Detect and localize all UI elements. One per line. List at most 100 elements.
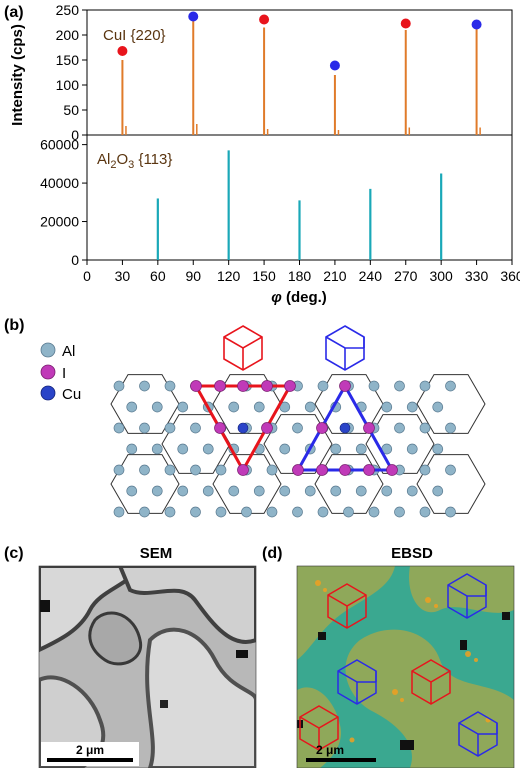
ebsd-cube-red-1 <box>327 583 367 629</box>
al-atom <box>317 380 329 392</box>
al-atom <box>330 485 342 497</box>
ebsd-scalebar <box>306 758 376 762</box>
x-tick-label: 240 <box>359 268 383 284</box>
al-atom <box>126 485 138 497</box>
iodine-atom <box>214 380 226 392</box>
al-atom <box>394 380 405 392</box>
x-tick-label: 90 <box>185 268 201 284</box>
y-tick-label: 50 <box>63 102 79 118</box>
atom-legend: Al I Cu <box>40 342 81 403</box>
top-y-ticks: 0 50 100 150 200 250 <box>56 2 87 143</box>
iodine-atom <box>261 422 273 434</box>
hex-cell <box>416 374 486 434</box>
x-tick-label: 60 <box>150 268 166 284</box>
al-atom <box>177 443 189 455</box>
al-atom <box>126 443 138 455</box>
al-atom <box>126 401 138 413</box>
y-tick-label: 250 <box>56 2 80 18</box>
al-atom <box>406 401 418 413</box>
ebsd-frame <box>296 565 515 768</box>
iodine-atom <box>363 422 375 434</box>
al-atom <box>202 485 214 497</box>
al-atom <box>215 464 227 476</box>
y-tick-label: 60000 <box>40 137 79 153</box>
al-atom <box>304 485 316 497</box>
al-atom <box>432 485 444 497</box>
al-atom <box>164 422 176 434</box>
hexagonal-grid <box>110 374 486 514</box>
al-atom <box>151 443 163 455</box>
x-tick-label: 180 <box>288 268 312 284</box>
y-axis-title: Intensity (cps) <box>9 24 26 126</box>
al-atom <box>228 485 240 497</box>
al-atom <box>432 401 444 413</box>
iodine-atoms <box>190 380 398 476</box>
al-atom <box>139 506 150 518</box>
al-atom <box>151 485 163 497</box>
sem-scalebar <box>47 758 133 762</box>
al-atom <box>190 506 201 518</box>
ebsd-cube-blue-3 <box>458 711 498 757</box>
al-atom <box>164 464 176 476</box>
al-atom <box>139 422 150 434</box>
peak-marker <box>259 14 270 25</box>
x-tick-label: 120 <box>217 268 241 284</box>
al-atom <box>419 506 431 518</box>
al-atom <box>432 443 444 455</box>
bottom-y-ticks: 0 20000 40000 60000 <box>40 137 87 268</box>
x-tick-label: 30 <box>115 268 131 284</box>
i-legend-swatch <box>40 364 56 380</box>
al-legend-swatch <box>40 342 56 358</box>
hex-cell <box>314 454 384 514</box>
i-legend-label: I <box>62 365 66 382</box>
y-tick-label: 40000 <box>40 175 79 191</box>
al-atom <box>292 506 303 518</box>
al-atom <box>139 464 150 476</box>
al-atom <box>355 485 367 497</box>
al-legend-label: Al <box>62 343 75 360</box>
al-atom <box>445 506 456 518</box>
ebsd-image-panel: EBSD <box>296 545 515 768</box>
al-atom <box>266 464 278 476</box>
al-atom <box>177 401 189 413</box>
al-atom <box>304 401 316 413</box>
cu-atom-blue <box>339 422 351 434</box>
al-atom <box>139 380 150 392</box>
ebsd-cube-blue-1 <box>447 573 487 619</box>
y-tick-label: 200 <box>56 27 80 43</box>
al-atom <box>190 464 201 476</box>
red-cube-icon <box>223 325 263 371</box>
iodine-atom <box>292 464 304 476</box>
iodine-atom <box>316 464 328 476</box>
al-atom <box>419 464 431 476</box>
ebsd-cube-red-2 <box>411 659 451 705</box>
iodine-atom <box>237 464 249 476</box>
al-atom <box>381 485 393 497</box>
sem-title: SEM <box>140 545 173 562</box>
cui-markers <box>117 11 482 71</box>
al-atom <box>343 506 354 518</box>
x-tick-label: 210 <box>323 268 347 284</box>
al-atom <box>177 485 189 497</box>
al-atom <box>202 443 214 455</box>
al-atom <box>445 380 456 392</box>
al-atom <box>228 401 240 413</box>
sem-scalebar-label: 2 μm <box>76 743 104 757</box>
x-axis-title: φ (deg.) <box>271 289 327 306</box>
al-atom <box>445 464 456 476</box>
panel-label-d: (d) <box>262 545 282 562</box>
ebsd-scalebar-label: 2 μm <box>316 743 344 757</box>
peak-marker <box>400 18 411 29</box>
al-atom <box>164 380 176 392</box>
ebsd-cube-blue-2 <box>337 659 377 705</box>
chart-a: 0 50 100 150 200 250 0 20000 40000 60000 0 30 60 90… <box>9 2 520 306</box>
al-atom <box>445 422 456 434</box>
x-ticks: 0 30 60 90 120 150 180 210 240 270 300 330 360 <box>83 260 520 284</box>
sem-micrograph <box>39 566 256 768</box>
al-atom <box>190 422 201 434</box>
x-tick-label: 150 <box>252 268 276 284</box>
al-atom <box>406 485 418 497</box>
peak-marker <box>471 19 482 30</box>
al2o3-series-label: Al2O3 {113} <box>97 151 172 171</box>
y-tick-label: 100 <box>56 77 80 93</box>
